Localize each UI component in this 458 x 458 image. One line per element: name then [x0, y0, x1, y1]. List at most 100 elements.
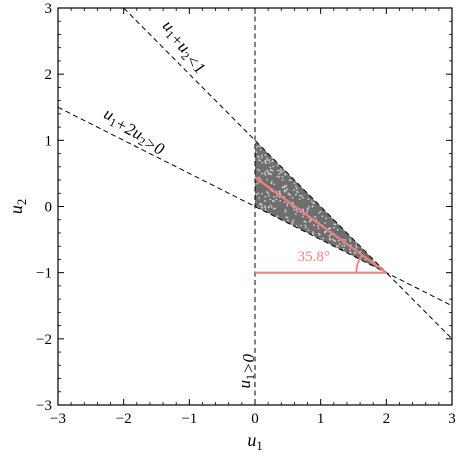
region-speckle — [258, 197, 261, 200]
region-speckle — [278, 173, 281, 175]
region-speckle — [270, 180, 273, 183]
region-speckle — [276, 175, 279, 178]
region-speckle — [255, 151, 258, 154]
region-speckle — [336, 228, 339, 231]
region-speckle — [267, 194, 270, 197]
region-speckle — [292, 219, 295, 222]
region-speckle — [266, 178, 268, 181]
region-speckle — [264, 173, 267, 176]
region-speckle — [319, 210, 322, 213]
region-speckle — [296, 210, 299, 213]
region-speckle — [337, 239, 340, 242]
region-speckle — [329, 238, 332, 241]
region-speckle — [339, 243, 341, 245]
x-tick-label: 1 — [317, 411, 325, 427]
region-speckle — [293, 188, 295, 191]
region-speckle — [269, 172, 272, 175]
region-speckle — [270, 182, 273, 185]
region-speckle — [281, 178, 284, 181]
region-speckle — [304, 224, 307, 227]
y-tick-label: −1 — [36, 266, 52, 282]
region-speckle — [289, 194, 291, 197]
region-speckle — [269, 168, 272, 171]
fit-annotation — [254, 176, 387, 274]
region-speckle — [267, 171, 270, 173]
constraint-label-weighted-sum: u1+2u2>0 — [97, 104, 171, 159]
region-speckle — [293, 182, 296, 185]
region-speckle — [349, 252, 352, 254]
region-speckle — [342, 247, 345, 250]
region-speckle — [335, 244, 338, 247]
region-speckle — [307, 205, 310, 208]
region-speckle — [296, 190, 299, 193]
region-speckle — [318, 232, 320, 235]
region-speckle — [301, 215, 304, 218]
region-speckle — [313, 202, 316, 205]
region-speckle — [279, 200, 282, 202]
region-speckle — [281, 186, 284, 189]
region-speckle — [295, 185, 297, 188]
region-speckle — [312, 224, 315, 227]
angle-arc — [355, 254, 363, 273]
region-speckle — [325, 230, 328, 233]
region-speckle — [258, 176, 261, 179]
region-speckle — [264, 171, 266, 174]
region-speckle — [318, 212, 321, 214]
region-speckle — [279, 170, 282, 172]
region-speckle — [264, 200, 266, 202]
region-speckle — [276, 164, 279, 167]
region-speckle — [310, 200, 313, 203]
region-speckle — [332, 238, 334, 241]
region-speckle — [302, 196, 304, 199]
region-speckle — [268, 159, 271, 161]
region-speckle — [257, 145, 260, 148]
region-speckle — [298, 198, 301, 201]
region-speckle — [364, 259, 366, 262]
region-speckle — [294, 213, 297, 216]
fitted-line — [254, 176, 387, 274]
region-speckle — [284, 209, 287, 211]
region-speckle — [323, 231, 326, 234]
region-speckle — [261, 156, 263, 159]
region-speckle — [257, 192, 260, 195]
region-speckle — [349, 239, 352, 242]
region-speckle — [259, 148, 262, 151]
region-speckle — [324, 222, 326, 224]
region-speckle — [343, 244, 346, 247]
y-tick-label: −2 — [36, 332, 52, 348]
region-speckle — [333, 226, 335, 229]
region-speckle — [275, 198, 278, 201]
region-speckle — [280, 168, 283, 171]
region-speckle — [344, 239, 347, 241]
region-speckle — [285, 216, 288, 219]
y-axis-title: u2 — [6, 199, 29, 214]
region-speckle — [284, 189, 286, 192]
region-speckle — [291, 221, 294, 224]
region-speckle — [296, 187, 298, 190]
region-speckle — [308, 220, 311, 223]
region-speckle — [267, 192, 270, 195]
region-speckle — [265, 162, 268, 165]
region-speckle — [270, 206, 273, 208]
region-speckle — [349, 237, 351, 240]
region-speckle — [266, 159, 269, 162]
region-speckle — [261, 206, 263, 209]
region-speckle — [295, 193, 297, 196]
region-speckle — [286, 204, 289, 207]
region-speckle — [329, 234, 332, 236]
region-speckle — [325, 217, 328, 220]
region-speckle — [334, 240, 337, 243]
region-speckle — [349, 248, 351, 251]
region-speckle — [282, 170, 284, 173]
region-speckle — [307, 229, 310, 232]
region-speckle — [255, 193, 258, 196]
region-speckle — [290, 179, 292, 182]
region-speckle — [276, 215, 279, 217]
region-speckle — [261, 161, 264, 164]
region-speckle — [355, 244, 357, 247]
region-speckle — [304, 220, 307, 223]
region-speckle — [316, 225, 319, 227]
x-tick-label: −2 — [116, 411, 132, 427]
region-speckle — [337, 245, 340, 248]
region-speckle — [311, 205, 314, 208]
